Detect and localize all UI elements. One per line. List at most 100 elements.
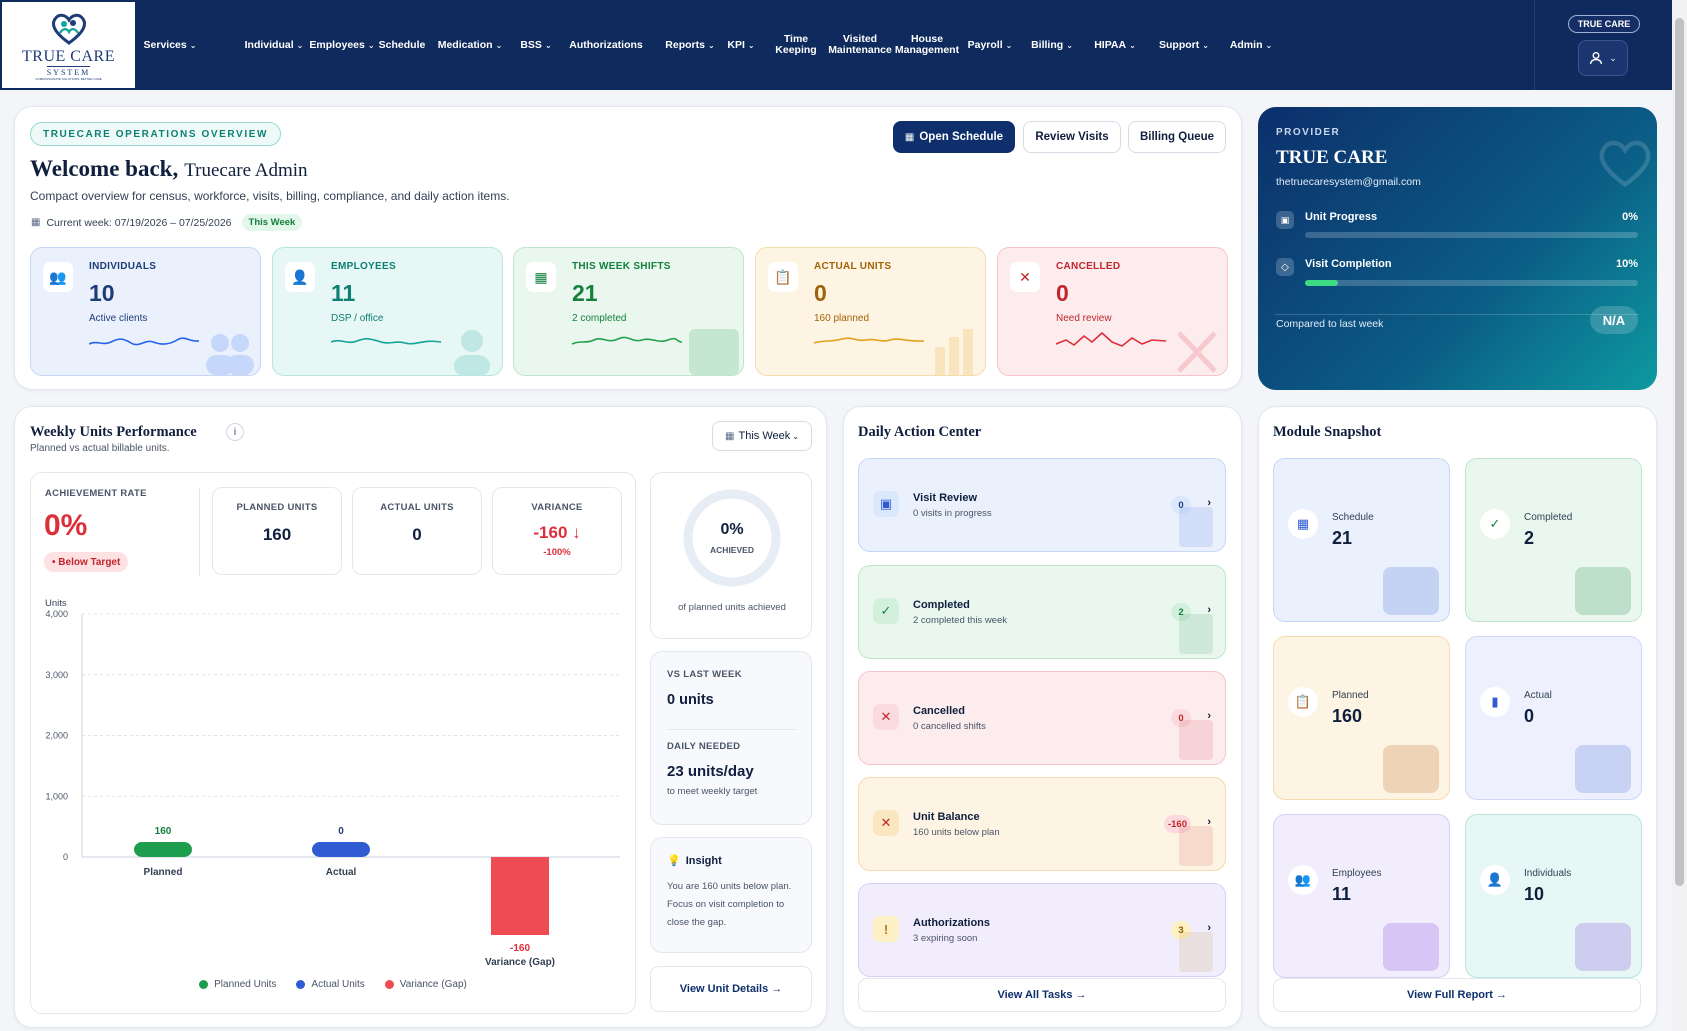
close-icon: ✕: [873, 810, 899, 836]
nav-item-label: Authorizations: [569, 38, 643, 51]
nav-item-admin[interactable]: Admin ⌄: [1211, 0, 1291, 90]
module-tile-schedule[interactable]: ▦ Schedule 21: [1273, 458, 1450, 622]
compared-value: N/A: [1590, 306, 1638, 334]
review-visits-button[interactable]: Review Visits: [1023, 121, 1121, 153]
action-item-visit-review[interactable]: ▣ Visit Review 0 visits in progress 0 ›: [858, 458, 1226, 552]
action-item-unit-balance[interactable]: ✕ Unit Balance 160 units below plan -160 ›: [858, 777, 1226, 871]
weekly-units-title: Weekly Units Performance: [30, 424, 197, 440]
nav-item-bss[interactable]: BSS ⌄: [496, 0, 576, 90]
check-icon: ✓: [1480, 509, 1510, 539]
action-item-completed[interactable]: ✓ Completed 2 completed this week 2 ›: [858, 565, 1226, 659]
bar-value-label: -160: [510, 943, 530, 954]
provider-card: PROVIDER TRUE CARE thetruecaresystem@gma…: [1258, 107, 1657, 390]
action-sub: 2 completed this week: [913, 615, 1007, 626]
stat-card-individuals[interactable]: 👥 INDIVIDUALS 10 Active clients: [30, 247, 261, 376]
donut-value: 0%: [720, 521, 744, 538]
people-icon: 👥: [43, 262, 73, 292]
stat-card-actual-units[interactable]: 📋 ACTUAL UNITS 0 160 planned: [755, 247, 986, 376]
user-menu-button[interactable]: ⌄: [1578, 40, 1628, 76]
nav-item-label: Reports: [665, 38, 705, 51]
nav-item-label: Payroll: [967, 38, 1003, 51]
sparkline: [89, 337, 200, 346]
nav-item-visited-maintenance[interactable]: Visited Maintenance: [820, 0, 900, 90]
daily-needed-label: DAILY NEEDED: [667, 741, 741, 752]
calendar-icon: ▦: [725, 430, 735, 442]
provider-email: thetruecaresystem@gmail.com: [1276, 176, 1421, 188]
insight-title: Insight: [685, 854, 722, 867]
period-select-value: This Week: [738, 430, 791, 442]
nav-item-label: Employees: [309, 38, 365, 51]
view-full-report-link[interactable]: View Full Report →: [1273, 978, 1641, 1012]
x-category-label: Actual: [326, 867, 357, 878]
module-label: Schedule: [1332, 512, 1374, 523]
nav-item-medication[interactable]: Medication ⌄: [430, 0, 510, 90]
nav-item-label: Schedule: [378, 38, 426, 51]
nav-item-services[interactable]: Services ⌄: [130, 0, 210, 90]
chevron-right-icon: ›: [1207, 604, 1211, 616]
action-sub: 160 units below plan: [913, 827, 1000, 838]
provider-label: PROVIDER: [1276, 127, 1341, 138]
nav-item-house-management[interactable]: House Management: [887, 0, 967, 90]
achievement-value: 0%: [44, 509, 88, 542]
nav-item-time-keeping[interactable]: Time Keeping: [756, 0, 836, 90]
nav-item-payroll[interactable]: Payroll ⌄: [950, 0, 1030, 90]
chevron-down-icon: ⌄: [1202, 40, 1209, 50]
nav-item-label: KPI: [727, 38, 745, 51]
module-tile-employees[interactable]: 👥 Employees 11: [1273, 814, 1450, 978]
unit-progress-value: 0%: [1622, 211, 1638, 223]
insight-text: You are 160 units below plan. Focus on v…: [667, 881, 792, 928]
clipboard-icon: 📋: [1288, 687, 1318, 717]
calendar-watermark-icon: [1383, 567, 1439, 615]
view-unit-details-link[interactable]: View Unit Details →: [650, 966, 812, 1012]
people-watermark-icon: [206, 334, 254, 375]
stat-label: EMPLOYEES: [331, 261, 396, 272]
variance-percent: -100%: [543, 547, 571, 558]
nav-item-kpi[interactable]: KPI ⌄: [701, 0, 781, 90]
open-schedule-button[interactable]: ▦ Open Schedule: [893, 121, 1015, 153]
stat-sub: DSP / office: [331, 313, 384, 324]
module-tile-individuals[interactable]: 👤 Individuals 10: [1465, 814, 1642, 978]
weekly-stats-box: VS LAST WEEK 0 units DAILY NEEDED 23 uni…: [650, 651, 812, 825]
actual-units-value: 0: [412, 525, 422, 544]
action-title: Authorizations: [913, 917, 990, 929]
module-tile-actual[interactable]: ▮ Actual 0: [1465, 636, 1642, 800]
nav-item-schedule[interactable]: Schedule: [362, 0, 442, 90]
action-sub: 0 cancelled shifts: [913, 721, 986, 732]
view-all-tasks-link[interactable]: View All Tasks →: [858, 978, 1226, 1012]
action-count-badge: -160: [1163, 815, 1191, 833]
module-tile-completed[interactable]: ✓ Completed 2: [1465, 458, 1642, 622]
sparkline: [572, 336, 683, 345]
nav-item-support[interactable]: Support ⌄: [1144, 0, 1224, 90]
module-tile-planned[interactable]: 📋 Planned 160: [1273, 636, 1450, 800]
nav-item-authorizations[interactable]: Authorizations: [566, 0, 646, 90]
action-watermark-icon: [1179, 507, 1213, 547]
page-scrollbar[interactable]: [1672, 0, 1687, 1031]
chevron-down-icon: ⌄: [189, 40, 197, 50]
stat-card-employees[interactable]: 👤 EMPLOYEES 11 DSP / office: [272, 247, 503, 376]
y-tick-label: 4,000: [45, 609, 68, 619]
true-care-logo[interactable]: TRUE CARE SYSTEM COMPASSIONATE SOLUTIONS…: [2, 2, 135, 88]
achievement-divider: [199, 488, 200, 576]
action-item-authorizations[interactable]: ! Authorizations 3 expiring soon 3 ›: [858, 883, 1226, 977]
period-select[interactable]: ▦ This Week ⌄: [712, 421, 812, 451]
scrollbar-thumb[interactable]: [1675, 18, 1684, 886]
nav-item-individual[interactable]: Individual ⌄: [234, 0, 314, 90]
nav-item-hipaa[interactable]: HIPAA ⌄: [1075, 0, 1155, 90]
people-watermark-icon: [1383, 923, 1439, 971]
info-icon[interactable]: i: [226, 423, 244, 441]
heart-logo-icon: [51, 13, 86, 45]
provider-name: TRUE CARE: [1276, 147, 1388, 168]
y-axis-label: Units: [45, 598, 67, 609]
nav-item-reports[interactable]: Reports ⌄: [650, 0, 730, 90]
nav-item-employees[interactable]: Employees ⌄: [302, 0, 382, 90]
stat-value: 0: [1056, 280, 1069, 306]
billing-queue-button[interactable]: Billing Queue: [1128, 121, 1226, 153]
visit-completion-bar: [1305, 280, 1638, 286]
action-item-cancelled[interactable]: ✕ Cancelled 0 cancelled shifts 0 ›: [858, 671, 1226, 765]
nav-item-billing[interactable]: Billing ⌄: [1012, 0, 1092, 90]
stat-card-cancelled[interactable]: ✕ CANCELLED 0 Need review: [997, 247, 1228, 376]
logo-tagline: COMPASSIONATE SOLUTIONS, BETTER CARE: [35, 76, 102, 81]
stat-card-this-week-shifts[interactable]: ▦ THIS WEEK SHIFTS 21 2 completed: [513, 247, 744, 376]
weekly-units-subtitle: Planned vs actual billable units.: [30, 443, 170, 454]
clipboard-icon: 📋: [768, 262, 798, 292]
